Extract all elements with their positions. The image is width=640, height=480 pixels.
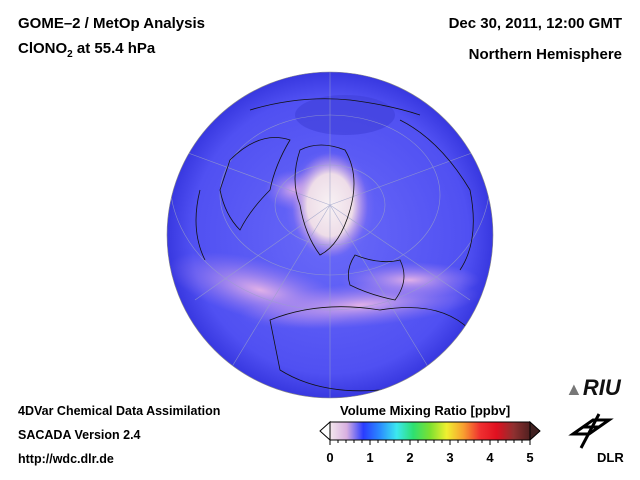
species-level: ClONO2 at 55.4 hPa [18,40,155,60]
colorbar-tick-label: 4 [486,450,494,465]
coastlines [195,98,474,392]
pressure-level: at 55.4 hPa [72,40,156,57]
colorbar-label: Volume Mixing Ratio [ppbv] [340,403,511,418]
graticule [169,72,491,398]
footer-assimilation: 4DVar Chemical Data Assimilation [18,404,221,418]
colorbar-tick-label: 1 [366,450,374,465]
species-name: ClONO [18,40,68,57]
colorbar [319,420,541,445]
colorbar-tick-label: 5 [526,450,534,465]
species-subscript: 2 [67,49,73,60]
dlr-logo-icon [568,413,614,449]
dlr-logo-text: DLR [597,450,624,465]
colorbar-gradient [329,421,531,441]
colorbar-tick-label: 2 [406,450,414,465]
footer-url[interactable]: http://wdc.dlr.de [18,452,114,466]
analysis-title: GOME–2 / MetOp Analysis [18,15,205,32]
colorbar-max-arrow [529,420,541,442]
colorbar-tick-label: 3 [446,450,454,465]
datetime: Dec 30, 2011, 12:00 GMT [448,15,622,32]
footer-version: SACADA Version 2.4 [18,428,141,442]
colorbar-min-arrow [319,420,331,442]
riu-logo: ▲RIU [565,375,621,400]
region: Northern Hemisphere [468,46,622,63]
colorbar-tick-label: 0 [326,450,334,465]
